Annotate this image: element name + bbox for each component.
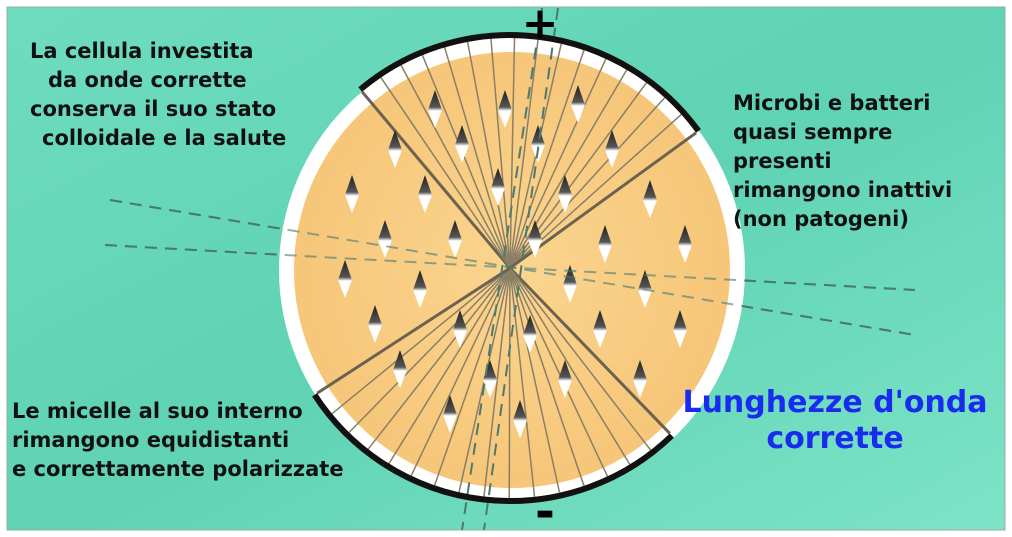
plus-sign: + — [522, 0, 559, 49]
label-line: La cellula investita — [30, 39, 254, 63]
label-line: conserva il suo stato — [30, 97, 276, 121]
diagram: + - La cellula investita da onde corrett… — [0, 0, 1012, 537]
label-line: da onde corrette — [48, 68, 247, 92]
label-line: presenti — [733, 149, 832, 173]
label-line: colloidale e la salute — [42, 126, 286, 150]
label-line: rimangono equidistanti — [12, 428, 289, 452]
label-line: rimangono inattivi — [733, 178, 952, 202]
label-line: Le micelle al suo interno — [12, 399, 303, 423]
wave-ray — [509, 268, 510, 498]
minus-sign: - — [535, 484, 555, 537]
highlight-line: corrette — [766, 421, 903, 456]
label-line: quasi sempre — [733, 120, 892, 144]
label-line: e correttamente polarizzate — [12, 457, 344, 481]
highlight-line: Lunghezze d'onda — [682, 385, 987, 420]
label-line: (non patogeni) — [733, 207, 909, 231]
label-line: Microbi e batteri — [733, 91, 931, 115]
